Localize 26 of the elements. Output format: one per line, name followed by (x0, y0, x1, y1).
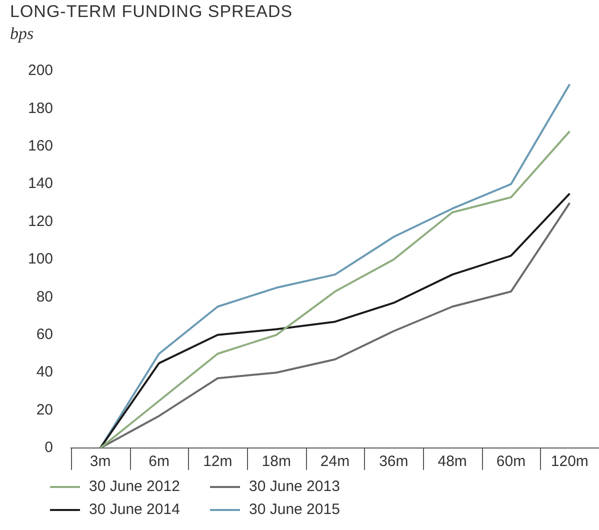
y-tick-label: 140 (28, 175, 54, 192)
x-tick-label: 48m (438, 453, 467, 470)
legend-label: 30 June 2015 (249, 501, 340, 518)
y-axis-title: bps (10, 24, 34, 44)
y-tick-label: 80 (36, 288, 54, 306)
x-tick-label: 18m (262, 453, 291, 470)
x-tick-label: 6m (148, 453, 170, 470)
y-tick-label: 40 (36, 364, 54, 381)
y-tick-label: 160 (28, 138, 54, 155)
x-tick-label: 120m (550, 453, 588, 470)
x-tick-label: 12m (203, 453, 232, 470)
y-tick-label: 60 (36, 326, 54, 344)
y-tick-label: 200 (28, 62, 54, 80)
y-tick-label: 180 (28, 100, 54, 117)
x-tick-label: 60m (496, 453, 526, 470)
y-tick-label: 100 (28, 250, 54, 268)
legend-label: 30 June 2012 (89, 478, 180, 495)
x-tick-label: 24m (320, 453, 350, 470)
y-tick-label: 120 (28, 212, 54, 230)
x-tick-label: 36m (379, 453, 408, 470)
legend-label: 30 June 2014 (89, 501, 180, 518)
y-tick-label: 20 (36, 401, 54, 418)
y-tick-label: 0 (44, 439, 54, 456)
chart-title: LONG-TERM FUNDING SPREADS (10, 2, 293, 22)
legend-label: 30 June 2013 (249, 478, 340, 495)
x-tick-label: 3m (90, 453, 111, 470)
